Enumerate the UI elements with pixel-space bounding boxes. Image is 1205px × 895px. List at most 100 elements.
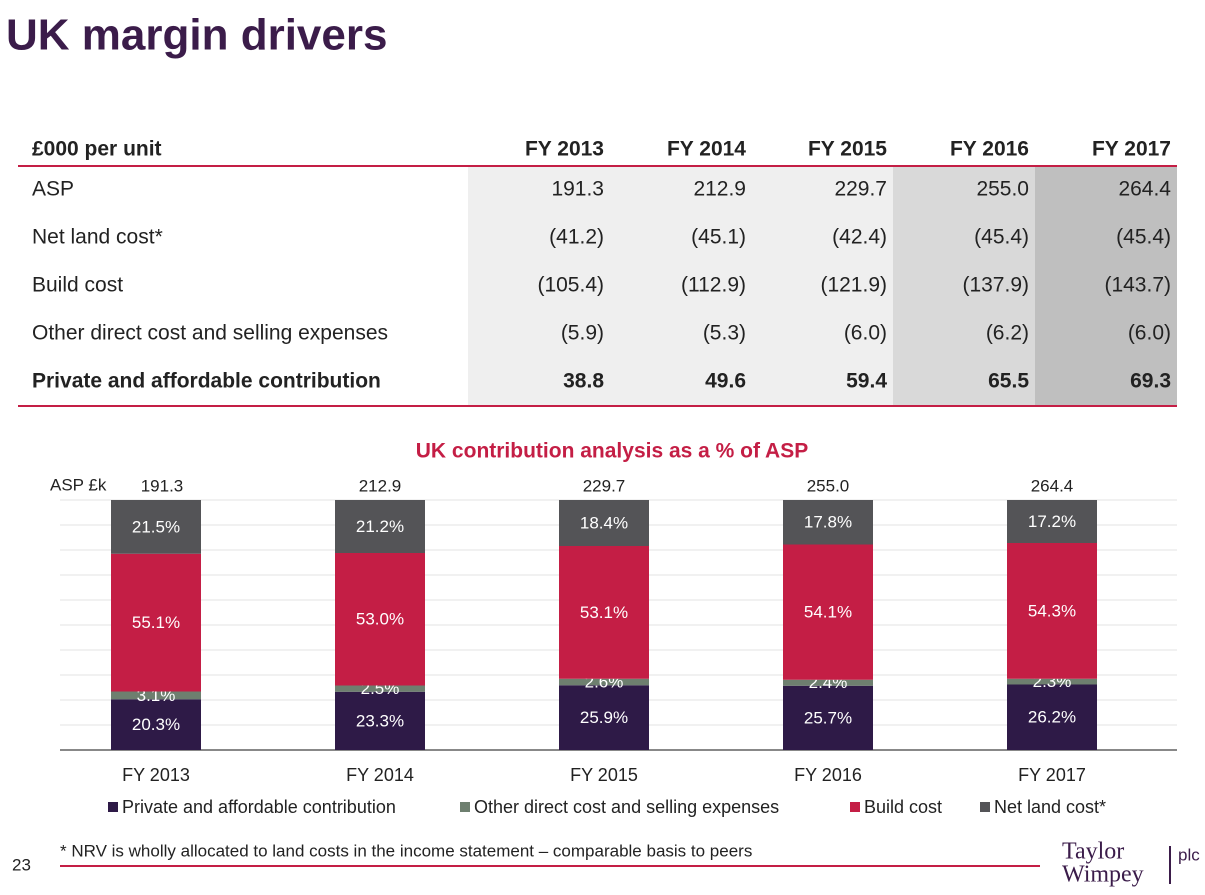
table-cell: 49.6 [705, 370, 746, 393]
legend-label: Private and affordable contribution [122, 797, 396, 817]
bar-segment [783, 679, 873, 686]
column-shade [468, 166, 610, 406]
table-cell: (121.9) [820, 274, 887, 297]
legend-label: Net land cost* [994, 797, 1106, 817]
table-cell: (112.9) [681, 274, 746, 297]
asp-label: 229.7 [583, 476, 626, 495]
bar-segment [783, 685, 873, 750]
table-cell: (137.9) [962, 274, 1029, 297]
bar-segment [783, 544, 873, 680]
bar-segment [1007, 678, 1097, 685]
value-label: 26.2% [1028, 708, 1076, 727]
table-cell: 212.9 [693, 178, 746, 201]
x-tick-label: FY 2016 [794, 765, 862, 785]
logo-line1: Taylor [1062, 839, 1124, 865]
row-label: £000 per unit [32, 138, 162, 161]
bar-segment [1007, 684, 1097, 750]
chart-title: UK contribution analysis as a % of ASP [416, 440, 808, 463]
chart: 20.3%3.1%55.1%21.5%191.3FY 201323.3%2.5%… [60, 476, 1177, 817]
row-label: Build cost [32, 274, 123, 297]
value-label: 55.1% [132, 613, 180, 632]
value-label: 25.7% [804, 708, 852, 727]
table-cell: (41.2) [549, 226, 604, 249]
bar-segment [559, 678, 649, 686]
bar-segment [335, 500, 425, 553]
row-label: Other direct cost and selling expenses [32, 322, 388, 345]
bar-segment [111, 699, 201, 750]
asp-label: 212.9 [359, 476, 402, 495]
table-cell: (45.4) [1116, 226, 1171, 249]
logo-suffix: plc [1178, 845, 1200, 864]
value-label: 25.9% [580, 708, 628, 727]
table-cell: 229.7 [834, 178, 887, 201]
table-cell: (5.9) [561, 322, 604, 345]
asp-label: 264.4 [1031, 476, 1074, 495]
page-number: 23 [12, 855, 31, 874]
bar-segment [1007, 543, 1097, 679]
legend-swatch [460, 802, 470, 812]
table: £000 per unit FY 2013 FY 2014 FY 2015 FY 201… [18, 138, 1177, 407]
legend-label: Build cost [864, 797, 942, 817]
value-label: 17.8% [804, 513, 852, 532]
bar-segment [111, 500, 201, 554]
x-tick-label: FY 2017 [1018, 765, 1086, 785]
legend-swatch [850, 802, 860, 812]
table-cell: (143.7) [1104, 274, 1171, 297]
table-cell: FY 2016 [950, 138, 1029, 161]
bar-segment [559, 500, 649, 546]
legend-swatch [108, 802, 118, 812]
value-label: 23.3% [356, 711, 404, 730]
table-cell: FY 2015 [808, 138, 887, 161]
table-cell: (42.4) [832, 226, 887, 249]
value-label: 54.3% [1028, 601, 1076, 620]
table-cell: 264.4 [1118, 178, 1171, 201]
legend-label: Other direct cost and selling expenses [474, 797, 779, 817]
table-cell: FY 2014 [667, 138, 746, 161]
asp-caption: ASP £k [50, 475, 107, 494]
bar-segment [559, 546, 649, 679]
column-shade [752, 166, 893, 406]
bar-segment [1007, 500, 1097, 543]
table-cell: 191.3 [551, 178, 604, 201]
table-cell: (45.1) [691, 226, 746, 249]
table-cell: 65.5 [988, 370, 1029, 393]
asp-label: 255.0 [807, 476, 850, 495]
logo-line2: Wimpey [1062, 862, 1144, 888]
table-cell: (45.4) [974, 226, 1029, 249]
bar-segment [335, 691, 425, 750]
table-cell: 38.8 [563, 370, 604, 393]
value-label: 53.1% [580, 603, 628, 622]
value-label: 17.2% [1028, 512, 1076, 531]
table-cell: 69.3 [1130, 370, 1171, 393]
column-shade [1035, 166, 1177, 406]
value-label: 20.3% [132, 715, 180, 734]
value-label: 21.5% [132, 517, 180, 536]
table-cell: (6.0) [1128, 322, 1171, 345]
table-cell: (105.4) [537, 274, 604, 297]
row-label: Private and affordable contribution [32, 370, 381, 393]
row-label: ASP [32, 178, 74, 201]
table-cell: (6.0) [844, 322, 887, 345]
table-cell: FY 2017 [1092, 138, 1171, 161]
table-cell: 59.4 [846, 370, 887, 393]
value-label: 21.2% [356, 517, 404, 536]
x-tick-label: FY 2015 [570, 765, 638, 785]
bar-segment [559, 685, 649, 750]
x-tick-label: FY 2014 [346, 765, 414, 785]
table-cell: 255.0 [976, 178, 1029, 201]
table-cell: (5.3) [703, 322, 746, 345]
asp-label: 191.3 [141, 476, 184, 495]
bar-segment [111, 553, 201, 692]
row-label: Net land cost* [32, 226, 163, 249]
value-label: 18.4% [580, 513, 628, 532]
legend-swatch [980, 802, 990, 812]
table-cell: (6.2) [986, 322, 1029, 345]
column-shade [610, 166, 752, 406]
table-cell: FY 2013 [525, 138, 604, 161]
value-label: 53.0% [356, 610, 404, 629]
bar-segment [783, 500, 873, 545]
value-label: 54.1% [804, 603, 852, 622]
bar-segment [111, 691, 201, 700]
x-tick-label: FY 2013 [122, 765, 190, 785]
